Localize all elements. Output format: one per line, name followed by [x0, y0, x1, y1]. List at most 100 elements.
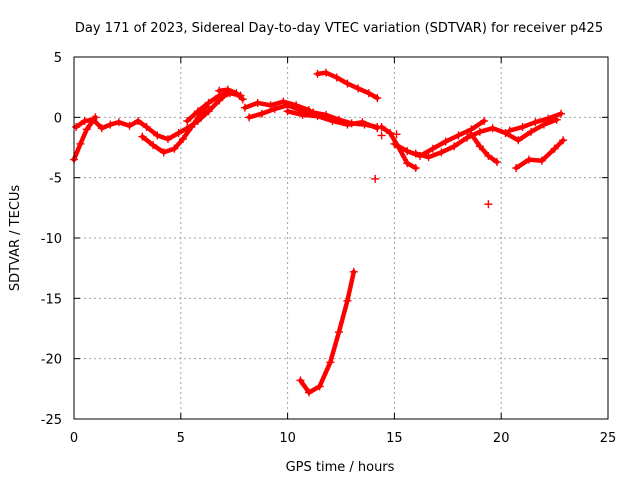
data-point-arc-15	[544, 114, 553, 123]
data-point-arc-9	[364, 89, 373, 98]
series-arc-6	[242, 99, 312, 113]
data-point-arc-10	[349, 267, 358, 276]
data-point-arc-12	[454, 131, 463, 140]
data-point-arc-5	[232, 89, 241, 98]
data-point-arc-9	[373, 94, 382, 103]
y-tick-label: -15	[41, 292, 62, 307]
data-point-arc-13	[527, 127, 536, 136]
data-point-arc-10	[296, 376, 305, 385]
data-point-arc-13	[475, 127, 484, 136]
data-point-arc-10	[315, 382, 324, 391]
series-arc-14	[469, 131, 500, 165]
y-tick-label: 0	[54, 111, 62, 126]
data-point-arc-2	[72, 122, 81, 131]
data-point-arc-13	[450, 142, 459, 151]
data-point-arc-2	[174, 129, 183, 138]
data-point-arc-2	[106, 120, 115, 129]
data-point-arc-10	[304, 388, 313, 397]
x-tick-label: 20	[493, 431, 510, 446]
series-arc-13	[413, 117, 559, 160]
data-point-arc-2	[142, 122, 151, 131]
data-point-arc-3	[159, 148, 168, 157]
data-point-arc-12	[403, 147, 412, 156]
y-axis-label: SDTVAR / TECUs	[8, 185, 23, 292]
x-tick-label: 25	[600, 431, 617, 446]
data-point-arc-15	[531, 118, 540, 127]
data-point-arc-2	[134, 116, 143, 125]
data-point-arc-7	[270, 104, 279, 113]
data-point-arc-11	[377, 122, 386, 131]
data-point-arc-2	[153, 131, 162, 140]
data-point-arc-16	[512, 164, 521, 173]
data-point-arc-1	[82, 125, 91, 134]
data-point-arc-15	[557, 109, 566, 118]
outlier-point	[392, 130, 401, 139]
data-point-arc-12	[480, 116, 489, 125]
y-tick-label: 5	[54, 51, 62, 66]
x-tick-label: 15	[386, 431, 403, 446]
data-point-arc-16	[524, 155, 533, 164]
data-point-arc-13	[488, 124, 497, 133]
data-point-arc-4	[183, 116, 192, 125]
data-point-arc-12	[428, 144, 437, 153]
data-point-arc-8	[328, 116, 337, 125]
grid	[74, 57, 608, 419]
data-point-arc-4	[204, 98, 213, 107]
data-point-arc-5	[215, 86, 224, 95]
data-point-arc-9	[354, 84, 363, 93]
x-tick-label: 0	[70, 431, 78, 446]
data-point-arc-14	[467, 130, 476, 139]
data-point-arc-2	[97, 124, 106, 133]
data-point-arc-15	[518, 122, 527, 131]
data-point-arc-13	[463, 133, 472, 142]
data-point-arc-9	[322, 68, 331, 77]
data-point-arc-10	[343, 296, 352, 305]
data-point-arc-2	[114, 118, 123, 127]
data-point-arc-3	[170, 144, 179, 153]
data-point-arc-2	[89, 115, 98, 124]
data-point-arc-10	[326, 358, 335, 367]
axis-ticks: 0 5 10 15 20 25 -25 -20 -15 -10 -5 0 5	[41, 51, 617, 446]
series-arc-16	[513, 138, 566, 171]
data-point-arc-3	[178, 135, 187, 144]
data-point-arc-6	[240, 103, 249, 112]
chart-title: Day 171 of 2023, Sidereal Day-to-day VTE…	[75, 21, 603, 36]
outlier-point	[484, 200, 493, 209]
data-point-arc-2	[204, 107, 213, 116]
data-point-arc-16	[559, 136, 568, 145]
data-point-arc-16	[537, 156, 546, 165]
data-point-arc-11	[403, 159, 412, 168]
data-point-arc-2	[80, 116, 89, 125]
outlier-point	[371, 174, 380, 183]
data-point-arc-7	[245, 113, 254, 122]
data-point-arc-4	[193, 107, 202, 116]
data-point-arc-9	[343, 79, 352, 88]
data-point-arc-6	[253, 98, 262, 107]
y-tick-label: -10	[41, 232, 62, 247]
series-arc-2	[73, 90, 231, 142]
data-series	[70, 68, 568, 397]
series-arc-10	[298, 269, 357, 395]
data-point-arc-11	[411, 164, 420, 173]
data-point-arc-9	[332, 73, 341, 82]
data-point-arc-9	[313, 69, 322, 78]
data-point-arc-3	[187, 122, 196, 131]
data-point-arc-12	[390, 139, 399, 148]
data-point-arc-2	[125, 121, 134, 130]
data-point-arc-3	[149, 141, 158, 150]
data-point-arc-12	[441, 137, 450, 146]
data-point-arc-13	[501, 129, 510, 138]
data-point-arc-14	[484, 151, 493, 160]
data-point-arc-8	[313, 112, 322, 121]
series-arc-12	[392, 118, 487, 159]
data-point-arc-2	[163, 135, 172, 144]
x-tick-label: 10	[279, 431, 296, 446]
data-point-arc-3	[138, 132, 147, 141]
x-tick-label: 5	[177, 431, 185, 446]
y-tick-label: -25	[41, 413, 62, 428]
data-point-arc-8	[343, 120, 352, 129]
data-point-arc-8	[358, 118, 367, 127]
x-axis-label: GPS time / hours	[286, 460, 395, 475]
data-point-arc-11	[386, 129, 395, 138]
